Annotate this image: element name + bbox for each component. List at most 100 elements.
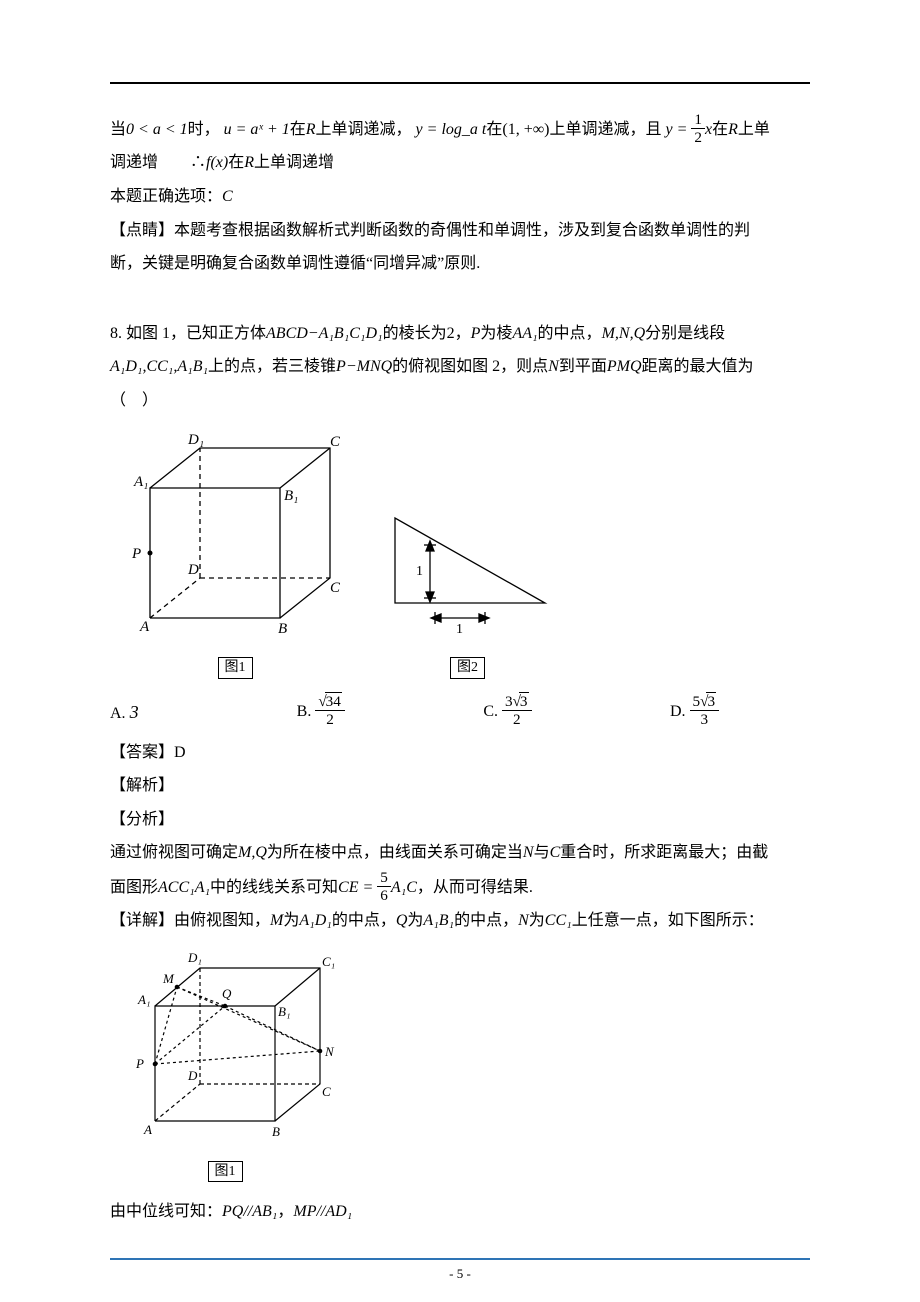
q8-stem-1: 8. 如图 1，已知正方体ABCD−A₁B₁C₁D₁的棱长为2，P为棱AA₁的中… [110,317,810,351]
q8-xiangjie: 【详解】由俯视图知，M为A₁D₁的中点，Q为A₁B₁的中点，N为CC₁上任意一点… [110,904,810,938]
tag: B. [297,703,316,720]
math-y2-pre: y = [665,121,687,138]
footer-rule [110,1258,810,1260]
q8-options: A. 3 B. 34 2 C. 33 2 D. 53 [110,694,810,732]
topview-svg: 1 1 [380,483,555,638]
txt: 在 [290,121,306,138]
math: M,Q [238,844,267,861]
lbl-D1: D₁ [187,950,202,965]
txt: 8. 如图 1，已知正方体 [110,325,266,342]
frac: 33 2 [502,694,532,727]
gap [110,1187,810,1195]
math: MP//AD₁ [293,1203,352,1220]
txt: 上任意一点，如下图所示： [572,912,764,929]
sqrt-icon: 3 [700,694,716,709]
lbl-A: A [139,619,150,635]
txt: ， [277,1203,293,1220]
lbl-D: D [187,1068,198,1083]
lbl-C1: C₁ [322,954,335,969]
q8-fenxi-2: 面图形ACC₁A₁中的线线关系可知CE = 56A₁C，从而可得结果. [110,870,810,904]
lbl-C: C [322,1084,331,1099]
txt: 在 [712,121,728,138]
txt: 时， [188,121,220,138]
coef: 5 [693,693,701,710]
lbl-Q: Q [222,986,232,1001]
lbl-one-v: 1 [416,564,423,579]
q8-jiexi: 【解析】 [110,769,810,803]
math: A₁D₁ [299,912,331,929]
page-number: - 5 - [0,1266,920,1282]
txt: 的中点， [332,912,396,929]
lbl-D: D [187,562,199,578]
txt: 的棱长为 [383,325,447,342]
num: 34 [315,694,345,710]
figure-3-caption: 图1 [208,1161,243,1183]
option-a: A. 3 [110,694,250,732]
option-b: B. 34 2 [297,694,437,732]
den: 2 [691,128,705,145]
answer-val: D [174,744,186,761]
txt: 上单 [738,121,770,138]
para-cond-line1: 当0 < a < 1时， u = aˣ + 1在R上单调递减， y = log_… [110,112,810,146]
label-diansheng: 【点睛】 [110,222,174,239]
q8-answer: 【答案】D [110,736,810,770]
label-fenxi: 【分析】 [110,811,174,828]
txt: 当 [110,121,126,138]
lbl-P: P [135,1056,144,1071]
frac: 34 2 [315,694,345,727]
rad: 3 [519,692,529,710]
txt: 为棱 [480,325,512,342]
txt: 的中点， [454,912,518,929]
answer-c: C [222,188,233,205]
content: 当0 < a < 1时， u = aˣ + 1在R上单调递减， y = log_… [110,112,810,1229]
math: PMQ [607,358,642,375]
rad: 34 [325,692,342,710]
figure-2-caption: 图2 [450,657,485,679]
den: 2 [502,710,532,727]
den: 3 [690,710,720,727]
math: 2 [447,325,455,342]
num: 1 [691,112,705,128]
txt: 通过俯视图可确定 [110,844,238,861]
txt: 上的点，若三棱锥 [208,358,336,375]
q8-fenxi-label: 【分析】 [110,803,810,837]
math-u: u = aˣ + 1 [224,121,290,138]
point-P [148,550,153,555]
rad: 3 [706,692,716,710]
math: M [270,912,283,929]
math-R: R [244,154,254,171]
math: A₁C [391,879,417,896]
tag: D. [670,703,690,720]
txt: 上单调递减， [316,121,412,138]
para-diansheng-1: 【点睛】本题考查根据函数解析式判断函数的奇偶性和单调性，涉及到复合函数单调性的判 [110,214,810,248]
gap [110,281,810,317]
num: 33 [502,694,532,710]
math: CE = [338,879,373,896]
math: M,N,Q [602,325,646,342]
math: AA₁ [512,325,537,342]
q8-fenxi-1: 通过俯视图可确定M,Q为所在棱中点，由线面关系可确定当N与C重合时，所求距离最大… [110,836,810,870]
txt: 距离的最大值为 [642,358,754,375]
txt: 上单调递增 [254,154,334,171]
val: 3 [130,702,139,722]
txt: 到平面 [559,358,607,375]
txt: 为 [407,912,423,929]
tag: A. [110,705,130,722]
den: 2 [315,710,345,727]
lbl-C: C [330,580,340,596]
math: A₁B₁ [423,912,454,929]
txt: 与 [534,844,550,861]
lbl-A1: A₁ [137,992,150,1007]
num: 5 [377,870,391,886]
txt: 断，关键是明确复合函数单调性遵循“同增异减”原则. [110,255,480,272]
lbl-A: A [143,1122,152,1137]
lbl-B: B [272,1124,280,1139]
figure-row-1: A B C D A₁ B₁ C₁ D₁ P 图1 [130,428,810,684]
para-cond-line2: 调递增 ∴f(x)在R上单调递增 [110,146,810,180]
math-x: x [705,121,712,138]
txt: （ ） [110,392,158,409]
lbl-B1: B₁ [284,488,298,504]
label-jiexi: 【解析】 [110,777,174,794]
cube-svg: A B C D A₁ B₁ C₁ D₁ P [130,428,340,638]
txt: ， [455,325,471,342]
